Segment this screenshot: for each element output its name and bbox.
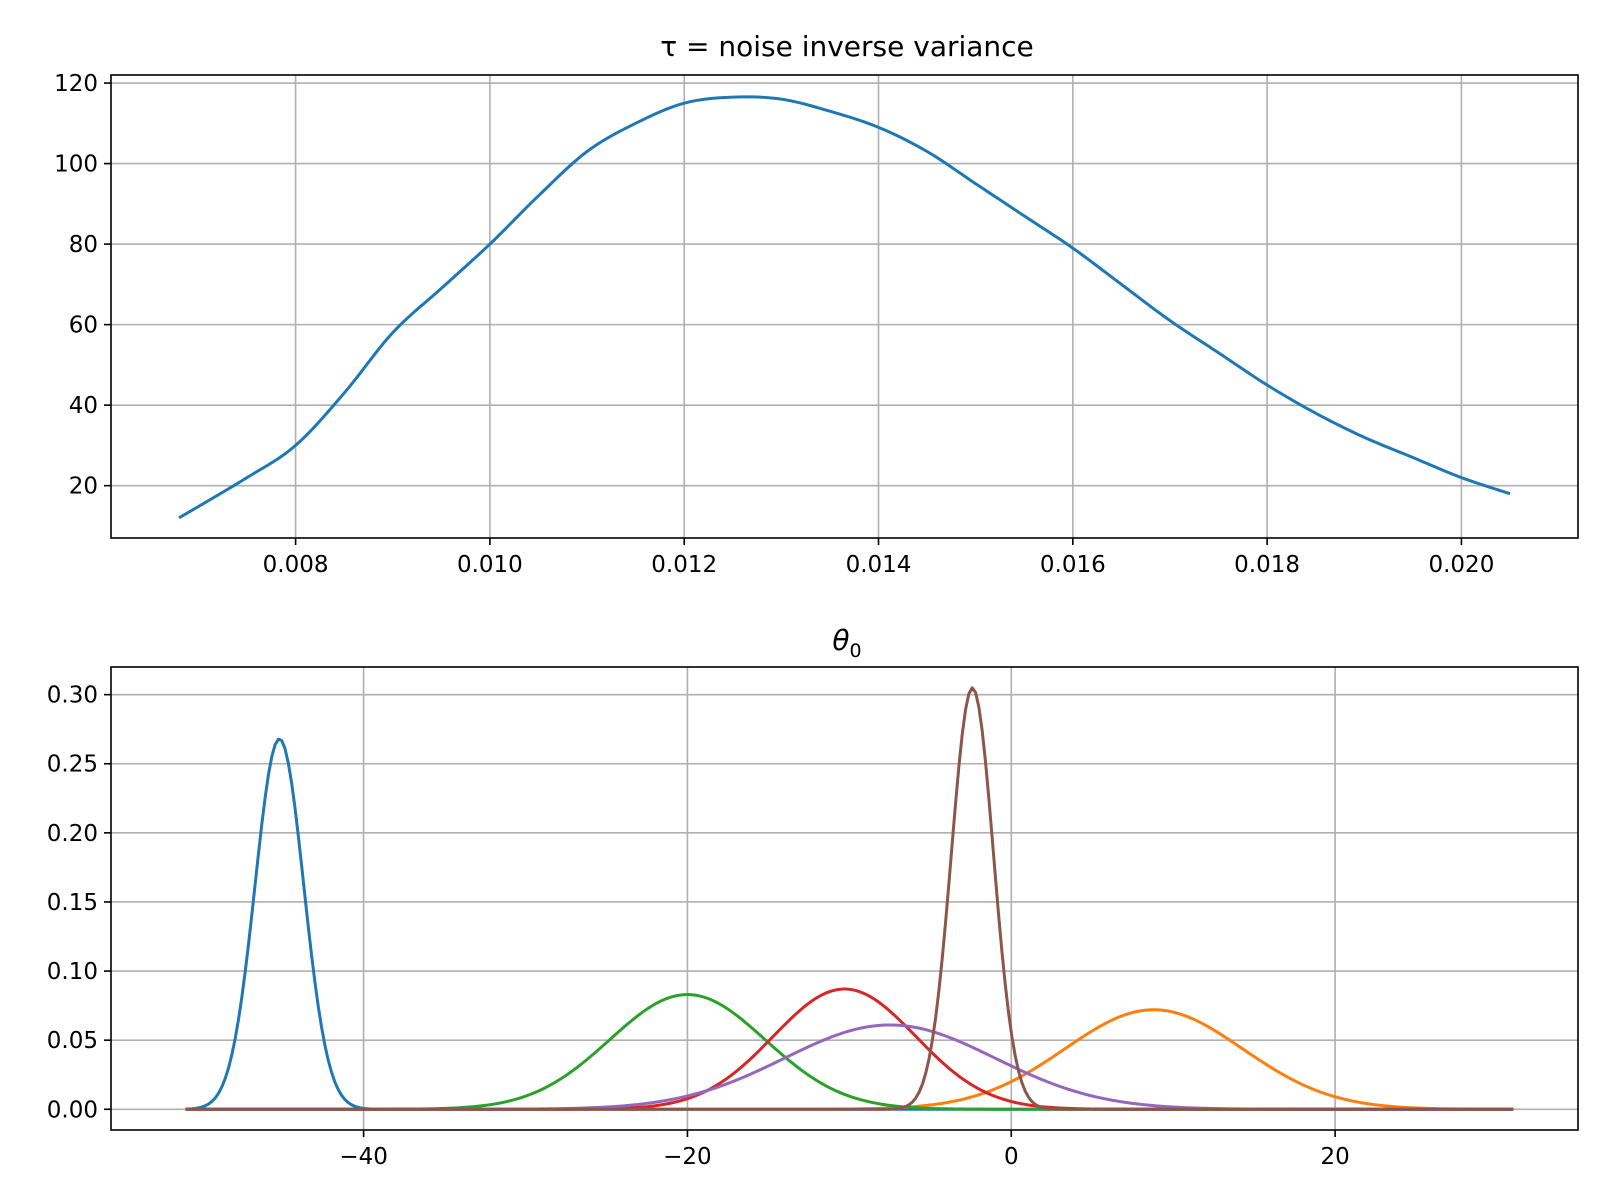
tau-axes-frame [110,74,1579,539]
subplot-theta0: θ0 −40 −20 0 200.000.050.100.150.200.250.30 [47,624,1579,1170]
theta0-series [185,686,1514,1111]
theta0-x-tick-label: −40 [339,1144,388,1170]
tau-x-tick-label: 0.016 [1040,552,1106,578]
theta0-y-tick-label: 0.15 [47,890,98,916]
theta0-series-line-5 [185,686,1514,1111]
theta0-y-tick-label: 0.00 [47,1097,98,1123]
theta0-axes-frame [110,666,1579,1131]
tau-plot-title: τ = noise inverse variance [660,30,1034,63]
tau-ticks: 0.008 0.010 0.012 0.014 0.016 0.018 0.020 20 40 6… [54,71,1494,578]
theta0-x-tick-label: 0 [1004,1144,1019,1170]
theta0-title-subscript: 0 [850,640,862,662]
tau-y-tick-label: 60 [69,313,98,339]
tau-x-tick-label: 0.020 [1428,552,1494,578]
theta0-x-tick-label: 20 [1320,1144,1349,1170]
tau-x-tick-label: 0.018 [1234,552,1300,578]
tau-y-tick-label: 20 [69,474,98,500]
theta0-y-tick-label: 0.20 [47,821,98,847]
subplot-tau: τ = noise inverse variance 0.008 0.010 0.0… [54,30,1579,578]
tau-y-tick-label: 40 [69,393,98,419]
tau-grid [111,75,1578,538]
tau-y-tick-label: 120 [54,71,98,97]
theta0-y-tick-label: 0.10 [47,959,98,985]
tau-x-tick-label: 0.012 [651,552,717,578]
theta0-ticks: −40 −20 0 20 0.00 0.05 0.10 0.15 0.20 0.25 0.30 [47,683,1350,1170]
theta0-y-tick-label: 0.30 [47,683,98,709]
theta0-plot-title: θ0 [832,624,861,662]
tau-x-tick-label: 0.014 [846,552,912,578]
tau-x-tick-label: 0.010 [457,552,523,578]
theta0-y-tick-label: 0.25 [47,752,98,778]
tau-y-tick-label: 100 [54,152,98,178]
theta0-x-tick-label: −20 [663,1144,712,1170]
tau-y-tick-label: 80 [69,232,98,258]
theta0-title-base: θ [832,624,849,657]
tau-series [178,95,1511,520]
tau-series-line-0 [178,95,1511,520]
tau-x-tick-label: 0.008 [263,552,329,578]
theta0-y-tick-label: 0.05 [47,1028,98,1054]
